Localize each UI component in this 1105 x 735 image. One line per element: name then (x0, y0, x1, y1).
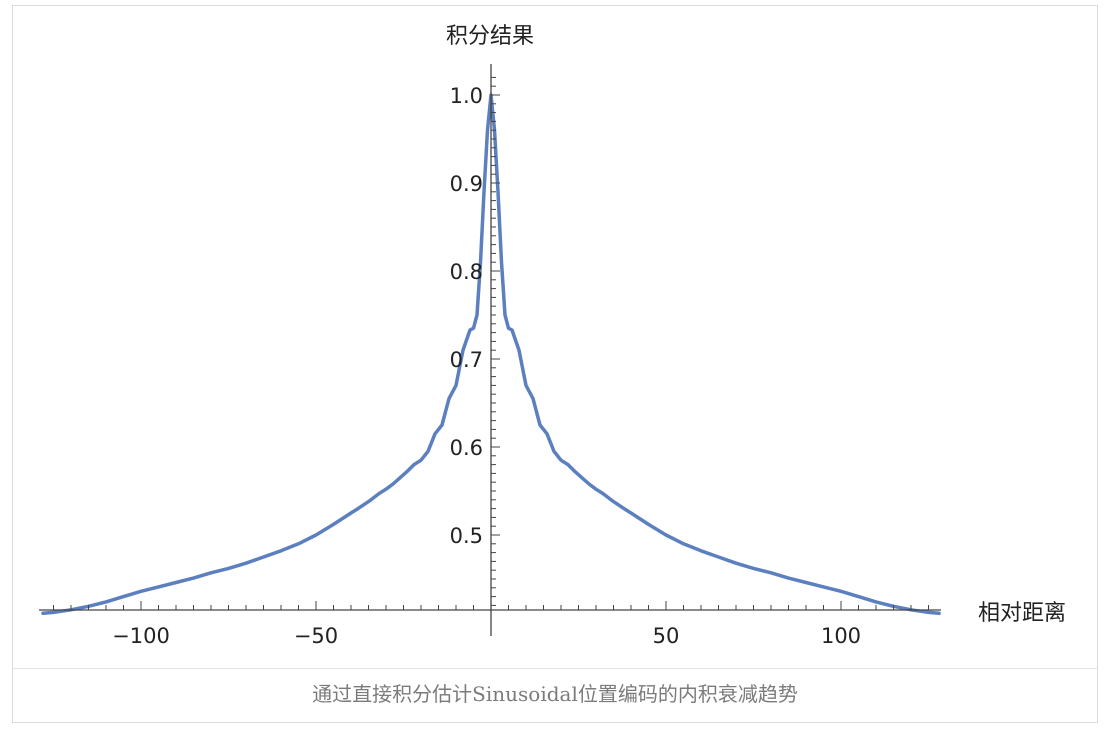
y-tick-label: 1.0 (450, 84, 483, 108)
y-tick-label: 0.8 (450, 260, 483, 284)
chart: −100 −50 50 100 0.5 0.6 0.7 0.8 0.9 1.0 积分结果 相对距离 (39, 24, 1066, 648)
axes-layer: −100 −50 50 100 0.5 0.6 0.7 0.8 0.9 1.0 (39, 64, 941, 648)
figure-frame (12, 5, 1098, 723)
y-tick-label: 0.9 (450, 172, 483, 196)
x-axis-title: 相对距离 (978, 601, 1066, 626)
x-tick-label: 100 (821, 624, 861, 648)
figure-caption: 通过直接积分估计Sinusoidal位置编码的内积衰减趋势 (312, 682, 798, 706)
y-tick-label: 0.6 (450, 436, 483, 460)
x-tick-label: −100 (112, 624, 170, 648)
x-tick-label: −50 (294, 624, 338, 648)
caption-divider (12, 668, 1098, 669)
y-tick-label: 0.7 (450, 348, 483, 372)
y-tick-label: 0.5 (450, 524, 483, 548)
y-axis-title: 积分结果 (446, 24, 534, 49)
x-tick-label: 50 (653, 624, 680, 648)
